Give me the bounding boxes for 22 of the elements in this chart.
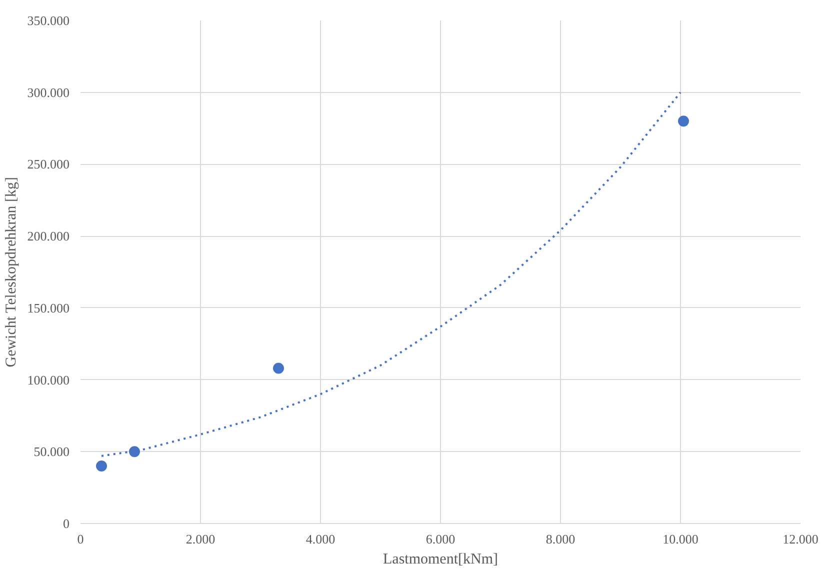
x-tick-label: 10.000: [662, 532, 698, 546]
point: [678, 116, 689, 127]
x-tick-label: 2.000: [186, 532, 216, 546]
y-tick-label: 350.000: [27, 13, 70, 28]
y-tick-label: 200.000: [27, 228, 70, 244]
x-axis-title: Lastmoment[kNm]: [383, 552, 498, 568]
y-tick-label: 250.000: [27, 156, 70, 172]
x-tick-label: 8.000: [546, 532, 576, 546]
y-tick-label: 50.000: [34, 444, 70, 460]
point: [96, 460, 107, 472]
y-tick-label: 100.000: [27, 372, 70, 388]
point: [129, 446, 140, 458]
x-tick-label: 6.000: [426, 532, 456, 546]
y-tick-label: 0: [63, 516, 70, 531]
x-tick-label: 4.000: [306, 532, 336, 546]
x-tick-label: 12.000: [782, 532, 818, 546]
x-tick-label: 0: [77, 532, 84, 546]
line-series: [100, 91, 682, 457]
y-axis-title: Gewicht Teleskopdrehkran [kg]: [3, 176, 20, 368]
y-tick-label: 150.000: [27, 300, 70, 316]
y-tick-label: 300.000: [27, 84, 70, 100]
point: [273, 362, 284, 374]
